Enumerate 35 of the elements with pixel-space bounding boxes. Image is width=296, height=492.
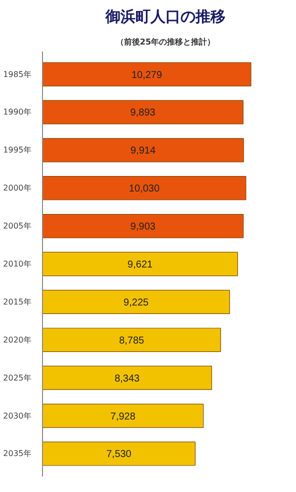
bar [42,176,246,200]
y-tick-label: 1990年 [3,108,32,117]
bar [42,138,244,162]
data-label: 7,928 [110,411,136,422]
y-tick-label: 1985年 [3,70,32,79]
bar [42,404,204,428]
bar [42,252,238,276]
data-label: 8,343 [114,373,140,384]
y-tick-label: 1995年 [3,146,32,155]
bar [42,100,244,124]
y-tick-label: 2000年 [3,184,32,193]
y-tick-label: 2030年 [3,411,32,420]
y-tick-label: 2015年 [3,297,32,306]
y-tick-label: 2005年 [3,222,32,231]
data-label: 9,903 [130,222,156,233]
bar [42,366,212,390]
bar [42,62,252,86]
data-label: 10,279 [131,70,162,81]
bar [42,328,221,352]
y-tick-label: 2020年 [3,335,32,344]
data-label: 9,914 [130,146,156,157]
chart-title: 御浜町人口の推移 [104,8,226,26]
chart-subtitle: （前後25年の推移と推計） [116,38,216,46]
bar [42,290,230,314]
data-label: 10,030 [128,184,160,195]
y-tick-label: 2035年 [3,449,32,458]
data-label: 9,893 [130,108,156,119]
data-label: 9,225 [124,297,149,308]
y-tick-label: 2025年 [3,373,32,382]
bar [42,214,244,238]
data-label: 9,621 [128,260,154,270]
bar [42,442,196,466]
data-label: 8,785 [119,335,145,346]
data-label: 7,530 [106,449,132,460]
y-tick-label: 2010年 [3,260,32,268]
